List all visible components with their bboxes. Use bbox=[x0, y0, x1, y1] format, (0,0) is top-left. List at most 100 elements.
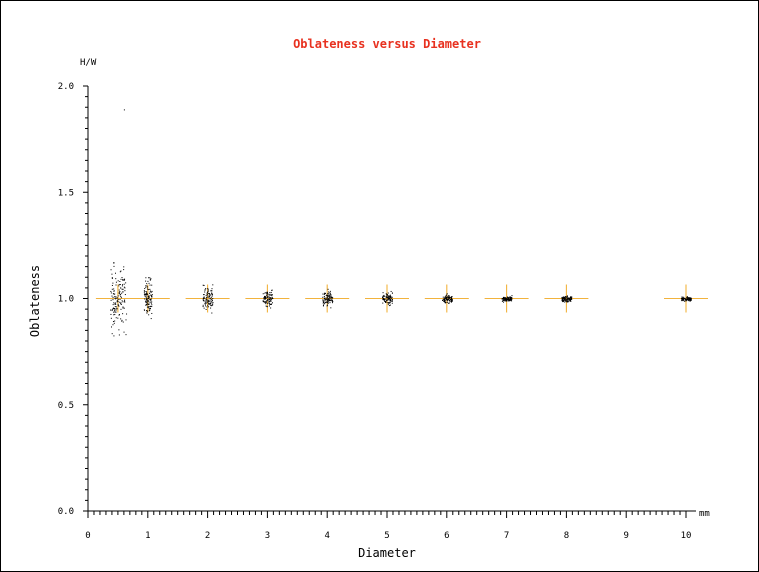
data-point bbox=[510, 298, 512, 300]
data-point bbox=[205, 303, 207, 305]
data-point bbox=[120, 302, 122, 304]
data-point bbox=[115, 278, 117, 280]
data-point bbox=[445, 297, 447, 299]
data-point bbox=[570, 297, 572, 299]
data-point bbox=[208, 302, 210, 304]
x-tick-label: 2 bbox=[205, 531, 210, 541]
data-point bbox=[120, 287, 122, 289]
data-point bbox=[113, 311, 115, 313]
data-point bbox=[563, 299, 565, 301]
data-point bbox=[146, 303, 148, 305]
data-point bbox=[123, 269, 125, 271]
data-point bbox=[211, 295, 213, 297]
data-point bbox=[563, 297, 565, 299]
data-point bbox=[151, 284, 153, 286]
data-point bbox=[207, 303, 209, 305]
data-point bbox=[386, 299, 388, 301]
data-point bbox=[326, 295, 328, 297]
data-point bbox=[503, 299, 505, 301]
data-point bbox=[327, 304, 329, 306]
data-point bbox=[506, 299, 508, 301]
data-point bbox=[564, 300, 566, 302]
data-point bbox=[124, 299, 126, 301]
data-point bbox=[270, 294, 272, 296]
data-point bbox=[444, 300, 446, 302]
data-point bbox=[210, 297, 212, 299]
data-point bbox=[207, 306, 209, 308]
data-point bbox=[383, 299, 385, 301]
data-point bbox=[268, 293, 270, 295]
data-point bbox=[389, 295, 391, 297]
data-point bbox=[120, 278, 122, 280]
data-point bbox=[568, 297, 570, 299]
data-point bbox=[510, 298, 511, 300]
data-point bbox=[151, 306, 153, 308]
data-point bbox=[149, 308, 151, 310]
data-point bbox=[501, 298, 503, 300]
data-point bbox=[145, 280, 147, 282]
data-point bbox=[389, 297, 391, 299]
reference-markers-layer bbox=[95, 284, 708, 313]
data-point bbox=[328, 301, 330, 303]
data-point bbox=[451, 299, 453, 301]
data-point bbox=[115, 284, 117, 286]
data-point bbox=[115, 309, 117, 311]
data-point bbox=[211, 300, 213, 302]
data-point bbox=[122, 284, 124, 286]
data-point bbox=[204, 303, 206, 305]
data-point bbox=[681, 299, 683, 301]
data-point bbox=[445, 297, 447, 299]
data-point bbox=[448, 302, 450, 304]
data-point bbox=[268, 300, 270, 302]
data-point bbox=[118, 314, 120, 316]
data-point bbox=[149, 293, 151, 295]
data-point bbox=[450, 301, 452, 303]
data-point bbox=[324, 302, 326, 304]
data-point bbox=[145, 300, 147, 302]
data-point bbox=[208, 300, 210, 302]
data-point bbox=[331, 302, 333, 304]
data-point bbox=[270, 307, 272, 309]
data-point bbox=[505, 298, 507, 300]
data-point bbox=[212, 294, 214, 296]
data-point bbox=[565, 298, 567, 300]
data-point bbox=[270, 293, 272, 295]
data-point bbox=[117, 304, 119, 306]
data-point bbox=[204, 301, 206, 303]
data-point bbox=[149, 299, 151, 301]
data-point bbox=[272, 298, 274, 300]
data-point bbox=[204, 289, 206, 291]
data-point bbox=[117, 303, 119, 305]
x-tick-label: 10 bbox=[681, 531, 692, 541]
data-point bbox=[112, 324, 114, 326]
data-point bbox=[122, 291, 124, 293]
data-point bbox=[325, 301, 327, 303]
data-point bbox=[146, 291, 148, 293]
data-point bbox=[203, 300, 205, 302]
data-point bbox=[562, 299, 564, 301]
data-point bbox=[151, 301, 153, 303]
data-point bbox=[326, 298, 328, 300]
data-point bbox=[113, 265, 115, 267]
data-point bbox=[447, 297, 449, 299]
data-point bbox=[690, 298, 692, 300]
x-axis-title: Diameter bbox=[358, 546, 416, 560]
data-point bbox=[509, 296, 511, 298]
data-point bbox=[151, 290, 153, 292]
data-point bbox=[387, 298, 389, 300]
data-point bbox=[329, 294, 331, 296]
data-point bbox=[450, 300, 452, 302]
data-point bbox=[116, 297, 118, 299]
data-point bbox=[444, 299, 446, 301]
data-point bbox=[151, 296, 153, 298]
data-point bbox=[686, 296, 688, 298]
data-point bbox=[149, 288, 151, 290]
data-point bbox=[511, 297, 513, 299]
data-point bbox=[330, 300, 332, 302]
data-point bbox=[328, 293, 330, 295]
data-point bbox=[681, 298, 683, 300]
data-point bbox=[502, 297, 504, 299]
data-point bbox=[113, 290, 115, 292]
data-point bbox=[323, 300, 325, 302]
data-point bbox=[111, 284, 113, 286]
